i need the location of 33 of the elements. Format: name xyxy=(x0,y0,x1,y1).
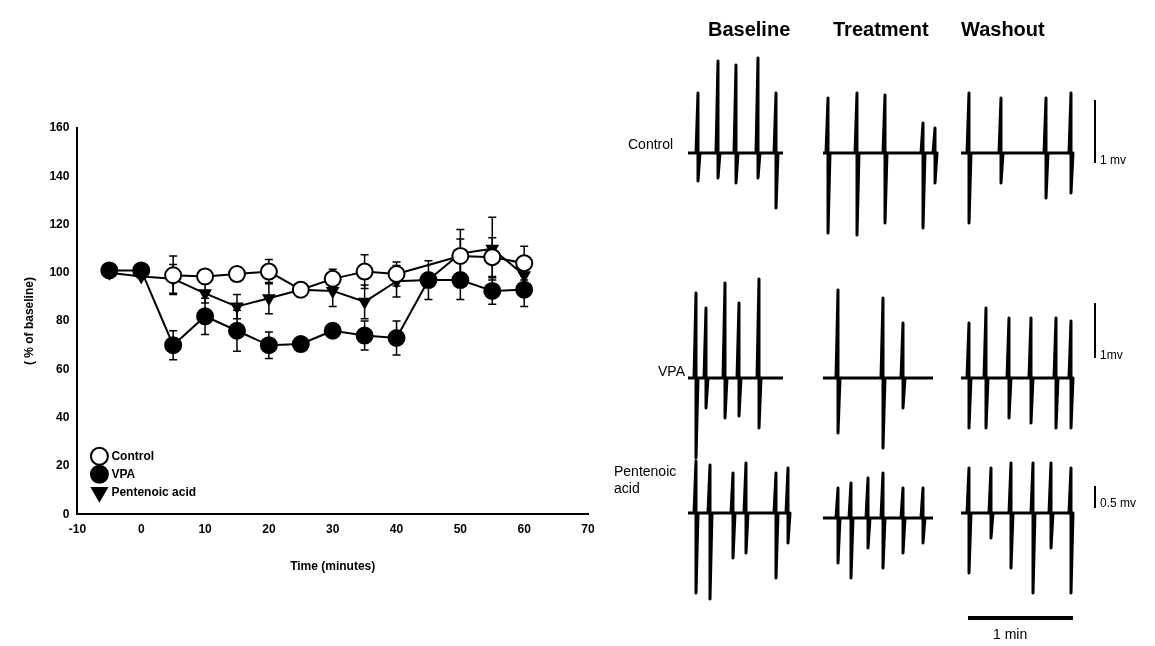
text: Treatment xyxy=(833,18,929,41)
x-tick-label: 0 xyxy=(137,521,145,536)
y-tick-label: 100 xyxy=(49,265,70,280)
text: 1 min xyxy=(993,626,1028,642)
y-tick-label: 140 xyxy=(49,168,70,183)
x-tick-label: 20 xyxy=(262,521,276,536)
x-tick-label: 30 xyxy=(326,521,340,536)
x-tick-label: 10 xyxy=(198,521,213,536)
text: 1mv xyxy=(1100,348,1123,362)
x-tick-label: 70 xyxy=(581,521,595,536)
y-tick-label: 120 xyxy=(49,216,70,231)
y-axis-title: ( % of baseline) xyxy=(21,277,36,366)
y-tick-label: 80 xyxy=(56,313,70,328)
legend-label: Control xyxy=(111,448,155,463)
text: Control xyxy=(628,136,674,152)
text: 0.5 mv xyxy=(1100,496,1137,510)
text: Pentenoic acid xyxy=(614,463,678,497)
x-tick-label: 60 xyxy=(517,521,532,536)
text: Washout xyxy=(961,18,1045,41)
legend-label: VPA xyxy=(111,466,136,481)
text: Baseline xyxy=(708,18,791,41)
text: 1 mv xyxy=(1100,153,1127,167)
x-tick-label: 50 xyxy=(453,521,468,536)
y-tick-label: 160 xyxy=(49,120,70,135)
x-axis-title: Time (minutes) xyxy=(290,559,376,574)
y-tick-label: 60 xyxy=(56,361,70,376)
text: VPA xyxy=(658,363,685,379)
y-tick-label: 0 xyxy=(62,506,70,521)
legend-label: Pentenoic acid xyxy=(111,484,197,499)
x-tick-label: 40 xyxy=(389,521,404,536)
y-tick-label: 40 xyxy=(56,409,70,424)
x-tick-label: -10 xyxy=(68,521,87,536)
y-tick-label: 20 xyxy=(56,458,70,473)
